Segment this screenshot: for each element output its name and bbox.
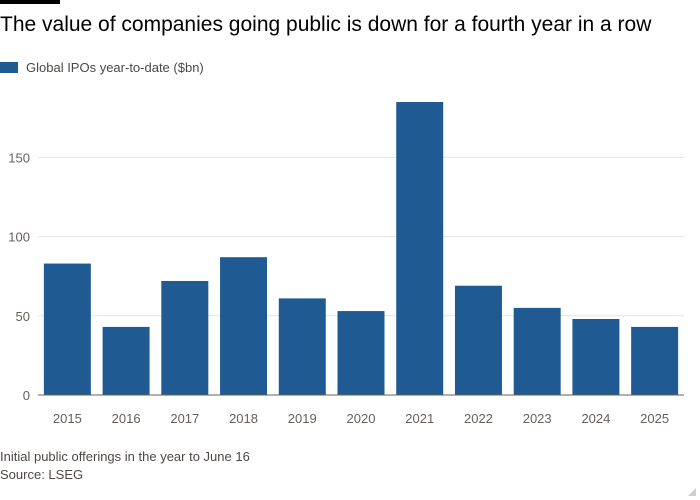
bars [43, 102, 679, 395]
x-tick-label: 2019 [288, 411, 317, 426]
bar [396, 102, 444, 395]
bar [337, 311, 385, 395]
bar [102, 326, 150, 395]
x-tick-label: 2025 [640, 411, 669, 426]
bar [454, 285, 502, 395]
bar [220, 257, 268, 395]
y-tick-label: 0 [23, 388, 30, 403]
bar [631, 326, 679, 395]
gridlines [38, 156, 684, 317]
x-tick-label: 2017 [170, 411, 199, 426]
y-tick-label: 50 [16, 309, 30, 324]
x-tick-label: 2016 [112, 411, 141, 426]
chart-title: The value of companies going public is d… [0, 13, 652, 36]
bar [513, 307, 561, 395]
bar [43, 263, 91, 395]
chart-note: Initial public offerings in the year to … [0, 449, 250, 464]
bar [278, 298, 326, 395]
axis-labels: 0 50 100 150 2015 2016 2017 2018 2019 2020 2021 202… [8, 150, 684, 426]
x-tick-label: 2020 [347, 411, 376, 426]
x-tick-label: 2018 [229, 411, 258, 426]
x-tick-label: 2022 [464, 411, 493, 426]
y-tick-label: 100 [8, 230, 30, 245]
legend-swatch [0, 62, 18, 73]
chart-legend: Global IPOs year-to-date ($bn) [0, 60, 204, 75]
chart-source: Source: LSEG [0, 467, 84, 482]
bar [572, 318, 620, 395]
x-tick-label: 2021 [405, 411, 434, 426]
x-tick-label: 2024 [581, 411, 610, 426]
bar-chart: 0 50 100 150 2015 2016 2017 2018 2019 2020 2021 202… [8, 102, 684, 426]
x-tick-label: 2023 [523, 411, 552, 426]
legend-label: Global IPOs year-to-date ($bn) [26, 60, 204, 75]
resize-corner-icon [688, 488, 696, 496]
y-tick-label: 150 [8, 150, 30, 165]
header-rule [0, 0, 60, 4]
bar [161, 280, 209, 395]
x-tick-label: 2015 [53, 411, 82, 426]
